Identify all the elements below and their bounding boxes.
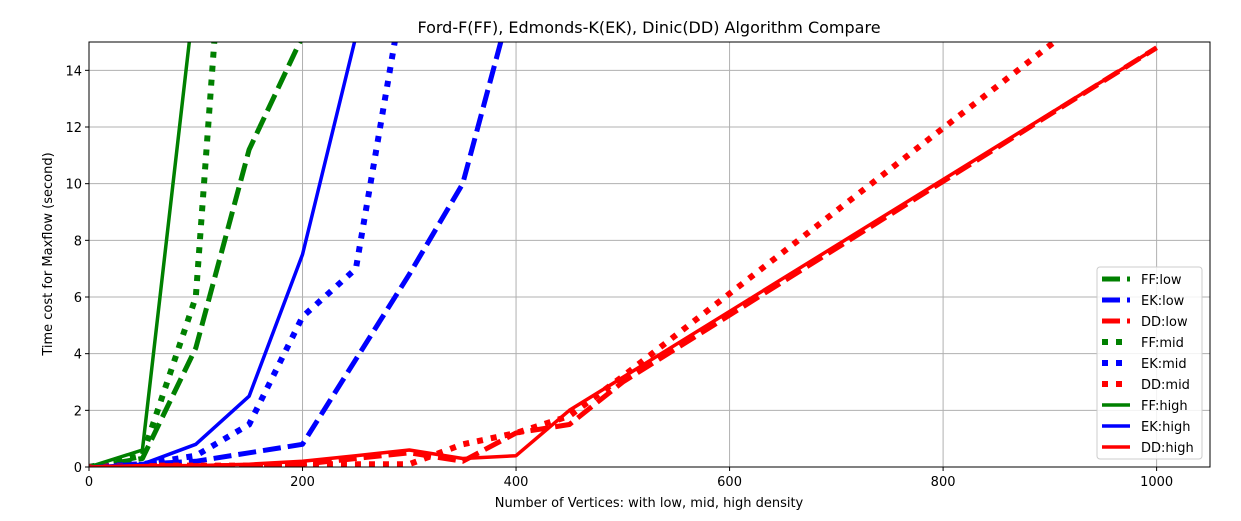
legend-label: FF:low <box>1141 273 1182 288</box>
series-line-ff-low <box>89 42 303 467</box>
x-axis-title: Number of Vertices: with low, mid, high … <box>495 496 804 511</box>
ticks-group: 0 200 400 600 800 1000 0 2 4 6 8 10 12 14 <box>65 64 1173 490</box>
series-line-ff-high <box>89 42 192 467</box>
legend-label: DD:low <box>1141 315 1188 330</box>
y-tick-label: 6 <box>74 291 82 306</box>
legend-label: EK:low <box>1141 294 1185 309</box>
legend-label: FF:high <box>1141 399 1188 414</box>
legend-label: DD:high <box>1141 441 1194 456</box>
x-tick-label: 400 <box>504 475 529 490</box>
series-line-dd-low <box>89 45 1158 467</box>
legend-label: FF:mid <box>1141 336 1184 351</box>
legend-label: EK:high <box>1141 420 1190 435</box>
chart-title: Ford-F(FF), Edmonds-K(EK), Dinic(DD) Alg… <box>417 18 880 37</box>
legend: FF:low EK:low DD:low FF:mid EK:mid DD:mid FF:h… <box>1096 266 1203 460</box>
series-line-ff-mid <box>89 42 218 467</box>
legend-label: DD:mid <box>1141 378 1190 393</box>
y-axis-title: Time cost for Maxflow (second) <box>41 152 56 356</box>
series-line-ek-mid <box>89 42 398 467</box>
x-tick-label: 1000 <box>1140 475 1173 490</box>
y-tick-label: 2 <box>74 404 82 419</box>
x-tick-label: 800 <box>931 475 956 490</box>
y-tick-label: 0 <box>74 461 82 476</box>
legend-label: EK:mid <box>1141 357 1187 372</box>
y-tick-label: 4 <box>74 348 82 363</box>
legend-box <box>1096 266 1203 460</box>
y-tick-label: 8 <box>74 234 82 249</box>
series-group <box>89 42 1158 467</box>
x-tick-label: 600 <box>717 475 742 490</box>
series-line-dd-high <box>89 46 1158 467</box>
x-tick-label: 200 <box>290 475 315 490</box>
series-line-ek-low <box>89 42 504 467</box>
y-tick-label: 14 <box>65 64 82 79</box>
plot-frame <box>88 41 1211 468</box>
y-tick-label: 10 <box>65 178 82 193</box>
x-tick-label: 0 <box>85 475 93 490</box>
y-tick-label: 12 <box>65 121 82 136</box>
